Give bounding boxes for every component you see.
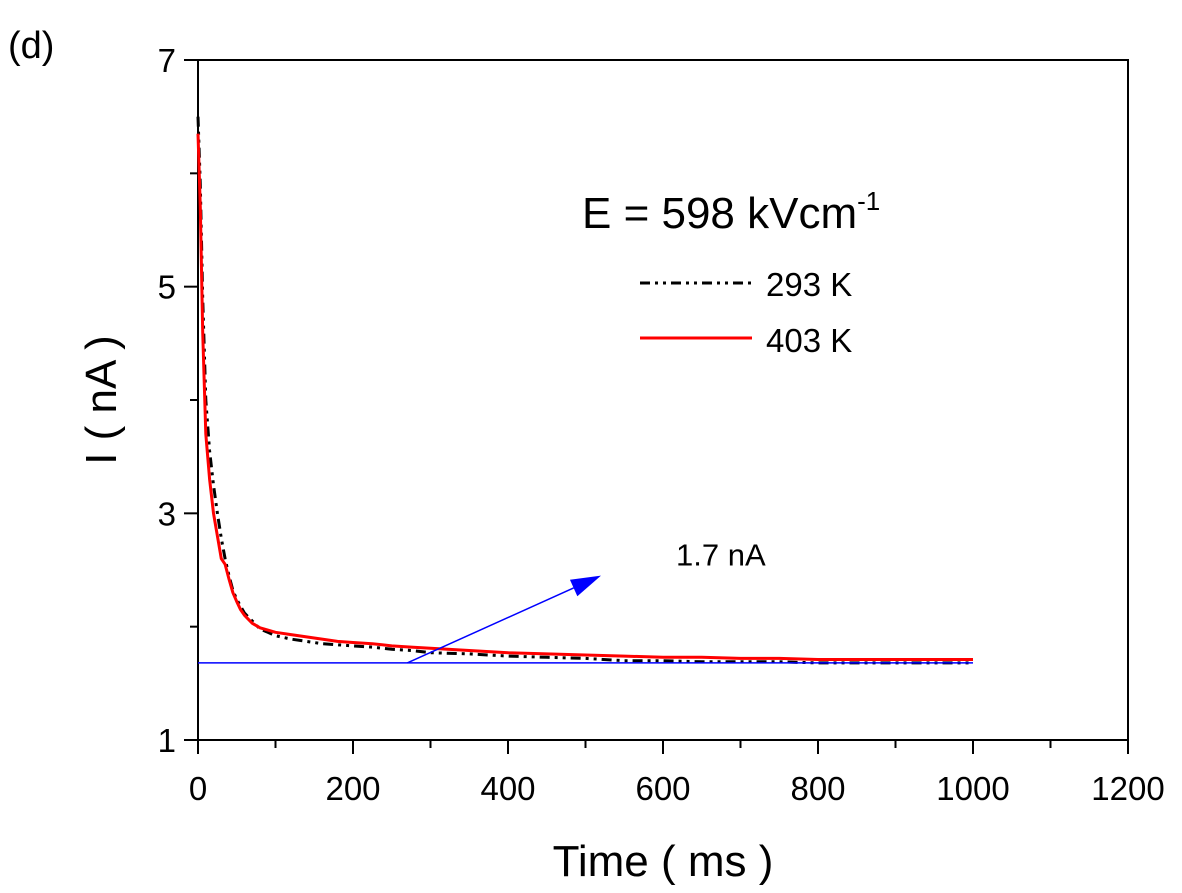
x-tick-label: 800 xyxy=(790,770,845,807)
series-layer xyxy=(196,116,973,665)
annotation-arrow-shaft xyxy=(406,587,574,664)
axes: 0 200 400 600 800 1000 1200 1 3 5 7 xyxy=(158,42,1165,807)
plot-area xyxy=(197,59,1129,741)
annotation-label: 1.7 nA xyxy=(676,538,766,573)
annotation-arrow-head xyxy=(569,575,601,597)
x-tick-label: 400 xyxy=(480,770,535,807)
x-tick-label: 600 xyxy=(635,770,690,807)
x-tick-label: 0 xyxy=(189,770,207,807)
plot-frame xyxy=(197,59,1129,741)
series-line-1 xyxy=(196,133,973,661)
legend-label-403k: 403 K xyxy=(766,322,852,359)
legend-title: E = 598 kVcm-1 xyxy=(582,186,880,238)
x-tick-label: 1000 xyxy=(936,770,1009,807)
y-tick-label: 3 xyxy=(158,495,176,532)
y-tick-label: 7 xyxy=(158,42,176,79)
annotation-layer: 1.7 nA xyxy=(198,538,973,664)
legend-label-293k: 293 K xyxy=(766,266,852,303)
x-tick-label: 200 xyxy=(325,770,380,807)
y-tick-label: 1 xyxy=(158,722,176,759)
y-axis-title: I ( nA ) xyxy=(77,335,126,465)
legend-title-main: E = 598 kVcm xyxy=(582,189,857,238)
legend: E = 598 kVcm-1 293 K 403 K xyxy=(582,186,880,359)
x-axis-title: Time ( ms ) xyxy=(553,837,774,886)
legend-title-superscript: -1 xyxy=(857,186,880,216)
x-tick-label: 1200 xyxy=(1091,770,1164,807)
y-tick-label: 5 xyxy=(158,269,176,306)
panel-label: (d) xyxy=(8,25,54,67)
